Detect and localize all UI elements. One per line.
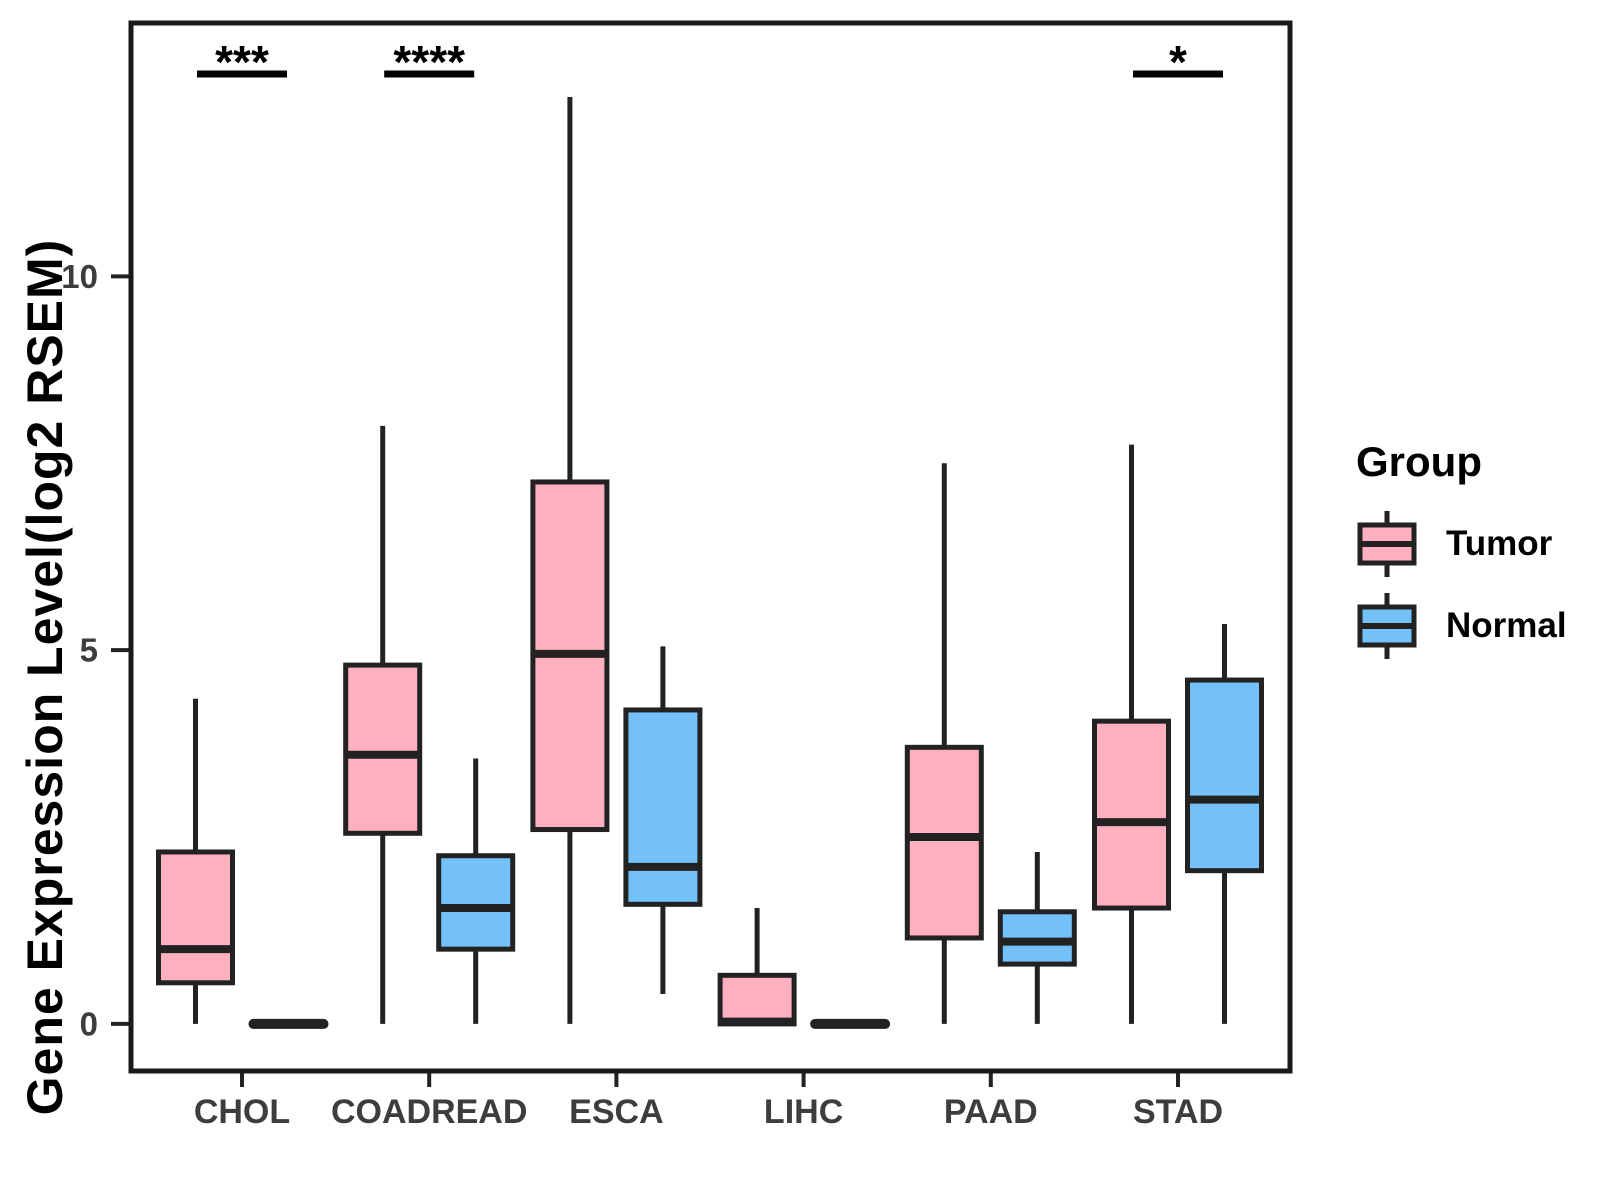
y-axis-title: Gene Expression Level(log2 RSEM) [17, 238, 73, 1116]
iqr-box [717, 972, 797, 1027]
significance-stars: * [1169, 36, 1187, 88]
box-LIHC-Tumor [717, 908, 797, 1027]
x-tick-label-LIHC: LIHC [764, 1093, 843, 1131]
iqr-box [904, 744, 984, 941]
box-CHOL-Normal [248, 1018, 329, 1029]
x-tick-label-ESCA: ESCA [569, 1093, 663, 1131]
box-PAAD-Normal [997, 851, 1077, 1024]
box-CHOL-Tumor [156, 698, 235, 1024]
x-tick-label-STAD: STAD [1133, 1093, 1223, 1131]
legend-title: Group [1356, 438, 1482, 485]
box-LIHC-Normal [810, 1018, 891, 1029]
legend-label: Normal [1446, 606, 1567, 645]
iqr-box [623, 707, 703, 907]
box-STAD-Tumor [1092, 444, 1171, 1024]
legend-item-tumor: Tumor [1356, 508, 1567, 580]
x-tick-label-COADREAD: COADREAD [331, 1093, 527, 1131]
y-tick-label: 5 [80, 632, 98, 669]
box-ESCA-Tumor [530, 97, 610, 1024]
box-ESCA-Normal [623, 646, 703, 995]
plot-panel [128, 20, 1293, 1074]
significance-STAD: * [1133, 36, 1223, 88]
y-tick-label: 0 [80, 1005, 98, 1042]
box-COADREAD-Tumor [343, 425, 423, 1024]
legend: Group Tumor Normal [1356, 438, 1567, 672]
iqr-box [156, 849, 235, 986]
legend-key-boxplot-icon [1357, 593, 1417, 659]
significance-stars: *** [215, 36, 269, 88]
iqr-box [1092, 718, 1171, 911]
box-COADREAD-Normal [436, 758, 516, 1024]
y-tick-label: 10 [61, 258, 98, 295]
iqr-box [436, 853, 516, 952]
x-tick-label-PAAD: PAAD [944, 1093, 1038, 1131]
box-PAAD-Tumor [904, 463, 984, 1024]
legend-item-normal: Normal [1356, 590, 1567, 662]
x-tick-label-CHOL: CHOL [194, 1093, 290, 1131]
iqr-box [1185, 677, 1264, 874]
significance-COADREAD: **** [384, 36, 475, 88]
legend-label: Tumor [1446, 524, 1553, 563]
flat-box [810, 1018, 891, 1029]
significance-stars: **** [393, 36, 465, 88]
significance-CHOL: *** [197, 36, 287, 88]
legend-key-boxplot-icon [1357, 511, 1417, 577]
flat-box [248, 1018, 329, 1029]
box-STAD-Normal [1185, 623, 1264, 1024]
iqr-box [343, 662, 423, 836]
